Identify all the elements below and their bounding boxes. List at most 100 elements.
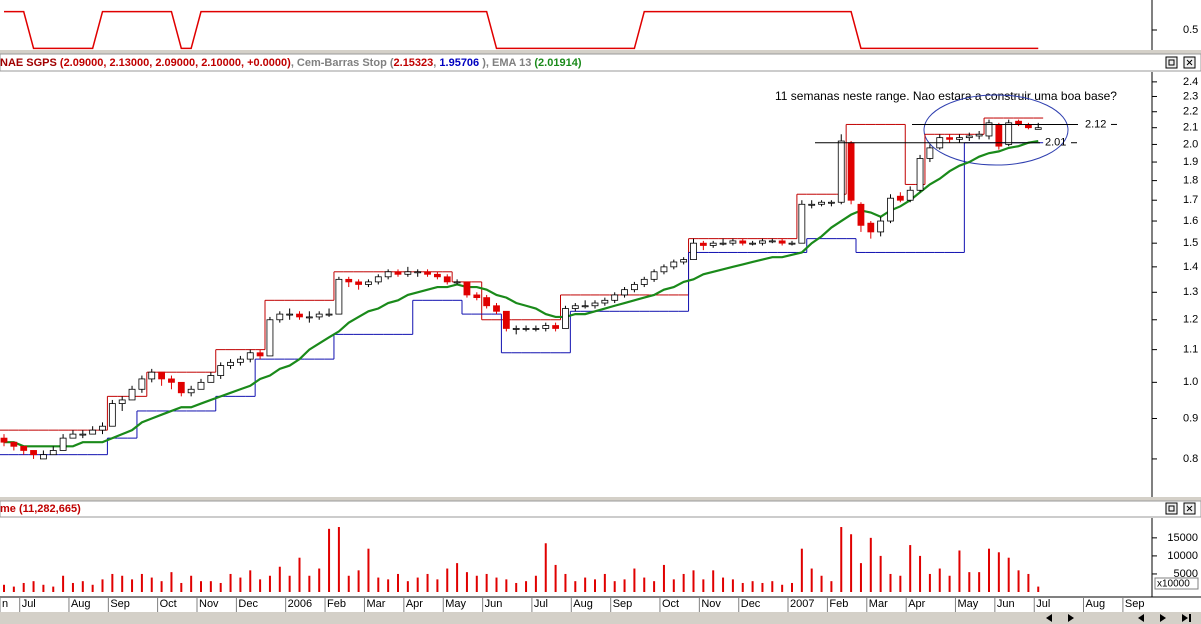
volume-bar [712, 570, 715, 592]
candle-body [601, 299, 609, 304]
candle-body [956, 137, 963, 140]
volume-bar [869, 537, 872, 592]
candle-body [108, 403, 116, 427]
candle-body [20, 445, 28, 451]
candle-body [621, 289, 628, 296]
window-buttons[interactable] [1165, 56, 1196, 515]
y-tick-label: 1.5 [1183, 237, 1198, 249]
y-tick-label: 2.1 [1183, 122, 1198, 134]
volume-bar [308, 575, 311, 592]
candle-body [0, 437, 8, 443]
candle-body [207, 375, 215, 383]
candle-body [650, 271, 658, 280]
volume-bar [22, 582, 25, 592]
volume-bar [298, 557, 301, 592]
header-part: (2.01914) [534, 57, 581, 69]
maximize-button[interactable] [1165, 56, 1178, 69]
volume-bar [465, 572, 468, 592]
volume-bar [111, 573, 114, 592]
x-tick-label: Nov [199, 598, 219, 610]
volume-bar [534, 575, 537, 592]
volume-bar [397, 573, 399, 592]
candle-body [424, 271, 431, 275]
volume-bar [613, 581, 616, 592]
volume-bar [288, 575, 291, 592]
scroll-right[interactable] [1160, 614, 1166, 622]
y-tick-label: 15000 [1167, 532, 1198, 544]
unit-box [1154, 577, 1199, 590]
y-tick-label: 0.8 [1183, 453, 1198, 465]
x-tick-label: Feb [327, 598, 346, 610]
y-tick-label: 5000 [1174, 568, 1198, 580]
volume-bar [672, 579, 675, 592]
volume-bar [741, 582, 744, 592]
candle-body [483, 297, 491, 307]
candle-body [965, 135, 973, 139]
volume-bar [633, 568, 636, 592]
price-header: NAE SGPS (2.09000, 2.13000, 2.09000, 2.1… [0, 57, 582, 69]
volume-bar [219, 582, 222, 592]
volume-bar [239, 577, 242, 592]
candle-body [768, 240, 776, 243]
candle-body [286, 313, 294, 316]
volume-bar [259, 579, 262, 592]
volume-bar [791, 582, 793, 592]
volume-bar [121, 575, 124, 592]
y-tick-label: 0.5 [1183, 24, 1198, 36]
volume-bar [761, 582, 764, 592]
candle-body [788, 242, 796, 245]
scroll-right[interactable] [1068, 614, 1074, 622]
x-tick-label: Jul [1036, 598, 1050, 610]
y-tick-label: 1.4 [1183, 261, 1198, 273]
candle-body [158, 371, 166, 380]
candle-body [818, 201, 825, 205]
candle-body [384, 271, 392, 278]
volume-bar [426, 573, 429, 592]
header-part: (2.09000, 2.13000, 2.09000, 2.10000, +0.… [60, 57, 291, 69]
y-tick-label: 1.8 [1183, 175, 1198, 187]
scroll-left[interactable] [1046, 614, 1052, 622]
x-tick-label: Jul [534, 598, 548, 610]
volume-bar [525, 581, 528, 592]
candle-body [581, 305, 589, 308]
candle-body [1005, 122, 1013, 145]
volume-bar [751, 581, 754, 592]
x-tick-label: Jun [485, 598, 503, 610]
volume-bar [968, 572, 971, 592]
candle-body [59, 437, 67, 451]
volume-bar [830, 581, 833, 592]
level-label: 2.01 [1045, 137, 1066, 149]
volume-bar [800, 548, 803, 592]
y-tick-label: 2.2 [1183, 106, 1198, 118]
volume-bar [337, 527, 340, 592]
maximize-button[interactable] [1165, 502, 1178, 515]
candle-body [276, 313, 284, 321]
x-tick-label: Sep [110, 598, 130, 610]
scroll-left[interactable] [1138, 614, 1144, 622]
candle-body [168, 378, 175, 383]
candle-body [739, 240, 747, 244]
x-tick-label: Oct [662, 598, 679, 610]
volume-bar [899, 575, 902, 592]
candle-body [227, 361, 234, 366]
x-tick-label: Aug [1086, 598, 1106, 610]
volume-bar [1007, 557, 1010, 592]
y-tick-label: 1.7 [1183, 194, 1198, 206]
scroll-controls[interactable] [1046, 614, 1191, 622]
x-tick-label: Aug [573, 598, 593, 610]
candle-body [670, 261, 678, 268]
volume-bar [475, 575, 478, 592]
candle-body [355, 281, 363, 285]
candle-body [709, 242, 717, 246]
volume-bar [229, 573, 232, 592]
annotation-ellipse [923, 94, 1069, 166]
volume-bar [722, 577, 725, 592]
candle-body [473, 294, 481, 299]
volume-bar [180, 582, 183, 592]
scroll-end[interactable] [1182, 614, 1191, 622]
candle-body [315, 313, 323, 318]
candle-body [502, 310, 510, 329]
x-tick-label: Oct [160, 598, 177, 610]
candle-body [148, 371, 156, 380]
volume-bar [623, 579, 626, 592]
